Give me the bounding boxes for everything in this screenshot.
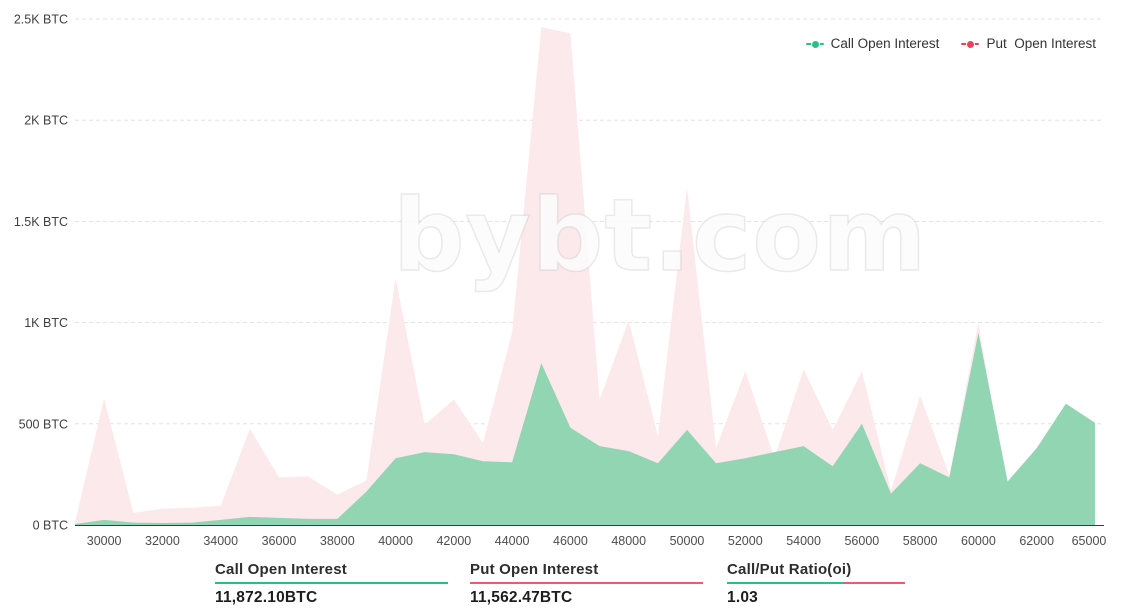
put-open-interest-area xyxy=(75,27,1095,525)
stat-value: 11,872.10BTC xyxy=(215,589,318,606)
x-tick-label-56000: 56000 xyxy=(844,534,879,548)
stat-label: Put Open Interest xyxy=(470,561,599,578)
y-tick-label-1.5K-BTC: 1.5K BTC xyxy=(14,215,68,229)
x-tick-label-60000: 60000 xyxy=(961,534,996,548)
summary-stats-row: Call Open Interest 11,872.10BTC Put Open… xyxy=(0,561,1121,611)
x-tick-label-30000: 30000 xyxy=(87,534,122,548)
legend-label: Put Open Interest xyxy=(986,36,1096,51)
y-tick-label-500-BTC: 500 BTC xyxy=(19,417,68,431)
stat-label: Call Open Interest xyxy=(215,561,347,578)
x-tick-label-34000: 34000 xyxy=(203,534,238,548)
y-tick-label-2.5K-BTC: 2.5K BTC xyxy=(14,13,68,27)
stat-underline xyxy=(215,582,448,584)
x-tick-label-58000: 58000 xyxy=(903,534,938,548)
stat-call-put-ratio: Call/Put Ratio(oi) 1.03 xyxy=(727,561,905,607)
x-tick-label-52000: 52000 xyxy=(728,534,763,548)
put-series-marker-icon xyxy=(961,40,980,49)
y-tick-label-2K-BTC: 2K BTC xyxy=(24,114,68,128)
underline-segment xyxy=(470,582,703,584)
x-tick-label-48000: 48000 xyxy=(611,534,646,548)
stat-underline xyxy=(470,582,703,584)
stat-underline xyxy=(727,582,905,584)
underline-segment xyxy=(215,582,448,584)
x-tick-label-46000: 46000 xyxy=(553,534,588,548)
call-series-marker-icon xyxy=(805,40,824,49)
legend-item-call-open-interest[interactable]: Call Open Interest xyxy=(805,36,940,51)
x-tick-label-54000: 54000 xyxy=(786,534,821,548)
stat-put-open-interest: Put Open Interest 11,562.47BTC xyxy=(470,561,703,607)
oi-by-strike-chart-canvas[interactable]: 0 BTC 500 BTC 1K BTC 1.5K BTC 2K BTC 2.5K BTC… xyxy=(0,0,1121,556)
underline-segment xyxy=(727,582,843,584)
x-tick-label-40000: 40000 xyxy=(378,534,413,548)
legend-item-put-open-interest[interactable]: Put Open Interest xyxy=(961,36,1096,51)
x-tick-label-44000: 44000 xyxy=(495,534,530,548)
x-tick-label-36000: 36000 xyxy=(262,534,297,548)
stat-value: 11,562.47BTC xyxy=(470,589,573,606)
y-tick-label-1K-BTC: 1K BTC xyxy=(24,316,68,330)
x-tick-label-32000: 32000 xyxy=(145,534,180,548)
x-tick-label-38000: 38000 xyxy=(320,534,355,548)
y-tick-label-0-BTC: 0 BTC xyxy=(33,519,68,533)
x-tick-label-65000: 65000 xyxy=(1072,534,1107,548)
legend-label: Call Open Interest xyxy=(830,36,940,51)
chart-legend: Call Open Interest Put Open Interest xyxy=(805,36,1096,51)
stat-call-open-interest: Call Open Interest 11,872.10BTC xyxy=(215,561,448,607)
underline-segment xyxy=(842,582,905,584)
x-tick-label-62000: 62000 xyxy=(1019,534,1054,548)
stat-value: 1.03 xyxy=(727,589,758,606)
call-open-interest-area xyxy=(75,332,1095,525)
x-tick-label-42000: 42000 xyxy=(436,534,471,548)
stat-label: Call/Put Ratio(oi) xyxy=(727,561,852,578)
x-tick-label-50000: 50000 xyxy=(670,534,705,548)
